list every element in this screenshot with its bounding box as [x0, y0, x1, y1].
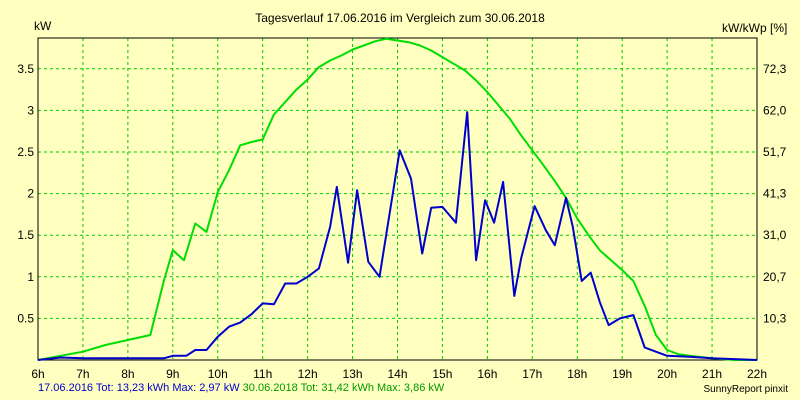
y-left-tick-label: 1 — [27, 270, 34, 284]
x-tick-label: 12h — [298, 367, 318, 381]
y-right-tick-label: 31,0 — [763, 228, 787, 242]
footer-s1-stats: Tot: 13,23 kWh Max: 2,97 kW — [95, 382, 240, 394]
x-tick-label: 6h — [31, 367, 44, 381]
y-right-tick-label: 41,3 — [763, 187, 787, 201]
x-tick-label: 22h — [747, 367, 767, 381]
footer-s2-stats: Tot: 31,42 kWh Max: 3,86 kW — [300, 382, 445, 394]
y-left-tick-label: 3.5 — [17, 62, 34, 76]
x-tick-label: 10h — [208, 367, 228, 381]
x-tick-label: 18h — [567, 367, 587, 381]
series-line-17.06.2016 — [37, 111, 758, 361]
chart-title: Tagesverlauf 17.06.2016 im Vergleich zum… — [255, 11, 545, 25]
x-tick-label: 20h — [657, 367, 677, 381]
y-left-tick-label: 2.5 — [17, 145, 34, 159]
y-right-tick-label: 62,0 — [763, 103, 787, 117]
x-tick-label: 7h — [76, 367, 89, 381]
x-tick-label: 16h — [477, 367, 497, 381]
y-left-tick-labels: 0.5 1 1.5 2 2.5 3 3.5 — [17, 62, 34, 326]
grid — [38, 38, 757, 360]
plot-frame — [37, 37, 758, 361]
y-left-tick-label: 1.5 — [17, 228, 34, 242]
x-tick-label: 11h — [253, 367, 272, 381]
x-tick-label: 19h — [612, 367, 632, 381]
x-tick-label: 13h — [343, 367, 363, 381]
series-line-30.06.2018 — [37, 37, 757, 361]
y-left-tick-label: 2 — [27, 187, 34, 201]
y-right-label: kW/kWp [%] — [722, 21, 787, 35]
x-tick-label: 14h — [387, 367, 407, 381]
footer-s2-date: 30.06.2018 — [242, 382, 298, 394]
x-tick-label: 8h — [121, 367, 134, 381]
x-tick-label: 17h — [522, 367, 542, 381]
y-right-tick-label: 20,7 — [763, 270, 787, 284]
y-left-label: kW — [34, 19, 52, 33]
y-left-tick-label: 0.5 — [17, 311, 34, 325]
x-tick-label: 9h — [166, 367, 179, 381]
footer-brand: SunnyReport pinxit — [703, 384, 789, 395]
footer-s1-date: 17.06.2016 — [38, 382, 94, 394]
footer-stats: 17.06.2016 Tot: 13,23 kWh Max: 2,97 kW 3… — [38, 382, 444, 394]
series-group — [37, 37, 758, 361]
y-right-tick-labels: 10,3 20,7 31,0 41,3 51,7 62,0 72,3 — [763, 62, 787, 326]
y-right-tick-label: 51,7 — [763, 145, 787, 159]
y-right-tick-label: 72,3 — [763, 62, 787, 76]
x-tick-label: 15h — [432, 367, 452, 381]
x-tick-label: 21h — [702, 367, 722, 381]
x-tick-labels: 6h 7h 8h 9h 10h 11h 12h 13h 14h 15h 16h 17h 18h 19h 20… — [31, 367, 767, 381]
y-left-tick-label: 3 — [27, 103, 34, 117]
y-right-tick-label: 10,3 — [763, 311, 787, 325]
